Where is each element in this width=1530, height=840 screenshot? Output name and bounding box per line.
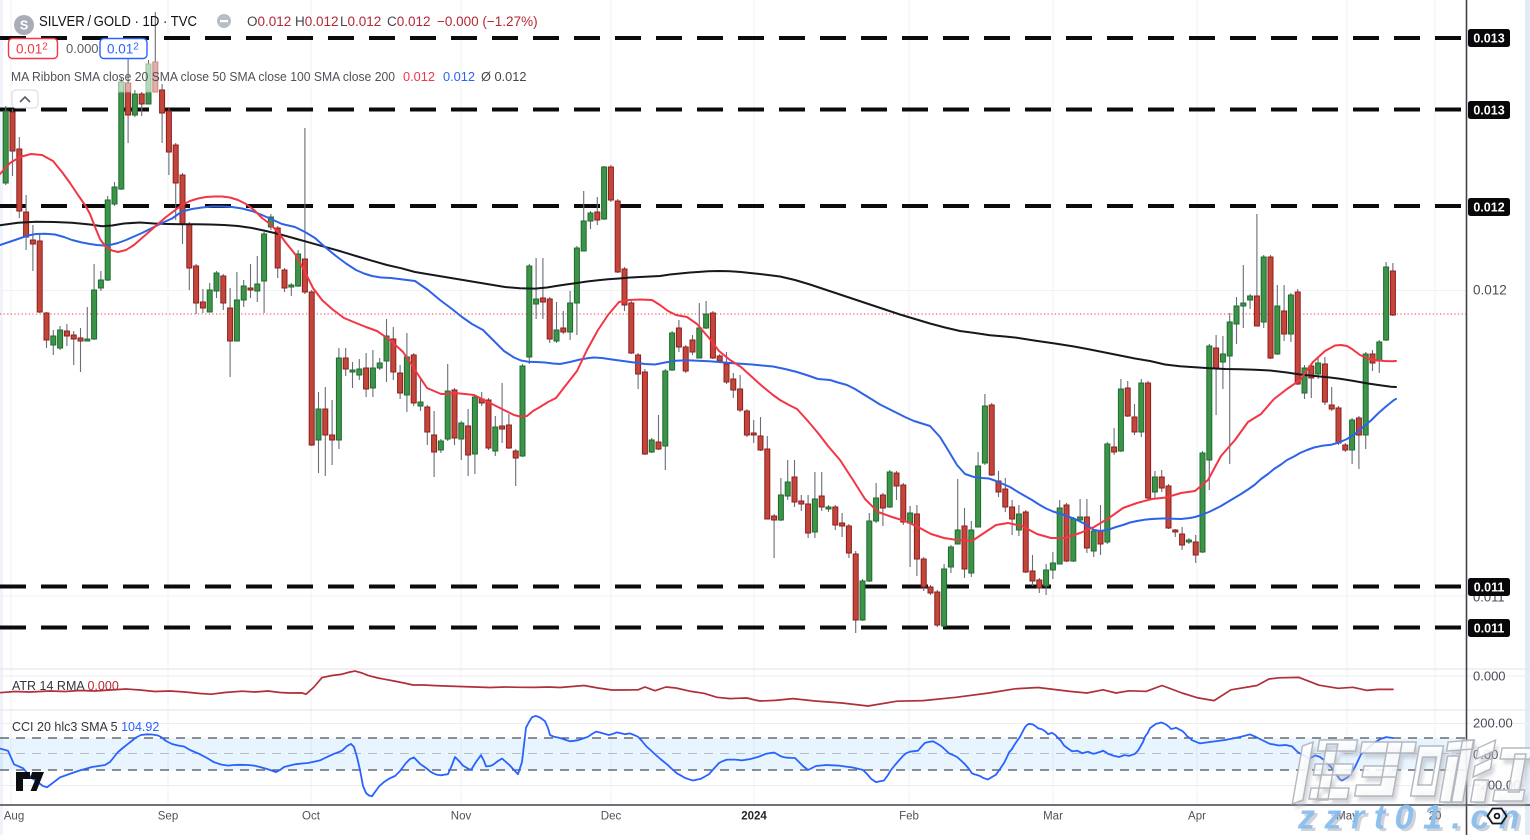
svg-text:0.012: 0.012: [443, 69, 475, 84]
svg-text:Sep: Sep: [158, 811, 178, 823]
svg-text:zzrt01.cn: zzrt01.cn: [1297, 799, 1529, 836]
svg-text:0.011: 0.011: [1474, 622, 1505, 636]
svg-text:Dec: Dec: [601, 811, 622, 823]
svg-text:0.000: 0.000: [66, 41, 99, 56]
svg-text:0.013: 0.013: [1473, 104, 1504, 118]
svg-text:0.012: 0.012: [107, 42, 139, 57]
svg-text:S: S: [20, 19, 28, 33]
svg-text:0.013: 0.013: [1473, 32, 1504, 46]
svg-text:0.012: 0.012: [16, 42, 48, 57]
svg-text:MA Ribbon SMA close 20 SMA clo: MA Ribbon SMA close 20 SMA close 50 SMA …: [11, 69, 395, 84]
svg-text:0.011: 0.011: [1474, 581, 1505, 595]
svg-text:H0.012: H0.012: [295, 14, 339, 29]
svg-text:0.000: 0.000: [1473, 669, 1506, 684]
svg-text:Feb: Feb: [899, 811, 919, 823]
svg-text:0.012: 0.012: [1473, 283, 1507, 298]
svg-text:C0.012: C0.012: [387, 14, 431, 29]
svg-text:Mar: Mar: [1043, 811, 1063, 823]
svg-text:20: 20: [1429, 811, 1442, 823]
svg-text:CCI 20 hlc3 SMA 5 104.92: CCI 20 hlc3 SMA 5 104.92: [12, 720, 159, 734]
svg-text:Aug: Aug: [4, 811, 24, 823]
svg-text:0.012: 0.012: [403, 69, 435, 84]
svg-text:2024: 2024: [741, 811, 767, 823]
svg-text:May: May: [1336, 811, 1358, 823]
svg-text:0.012: 0.012: [1473, 201, 1504, 215]
svg-text:−0.000 (−1.27%): −0.000 (−1.27%): [437, 14, 538, 29]
svg-text:Oct: Oct: [302, 811, 321, 823]
svg-text:Apr: Apr: [1188, 811, 1206, 823]
svg-text:O0.012: O0.012: [247, 14, 291, 29]
svg-text:200.00: 200.00: [1473, 716, 1513, 731]
svg-text:zzrt01.cn: zzrt01.cn: [1300, 801, 1530, 835]
svg-text:ATR 14 RMA 0.000: ATR 14 RMA 0.000: [12, 679, 119, 693]
svg-text:Nov: Nov: [451, 811, 472, 823]
svg-text:L0.012: L0.012: [340, 14, 381, 29]
svg-text:SILVER / GOLD · 1D · TVC: SILVER / GOLD · 1D · TVC: [39, 13, 197, 30]
svg-text:Ø 0.012: Ø 0.012: [481, 69, 527, 84]
